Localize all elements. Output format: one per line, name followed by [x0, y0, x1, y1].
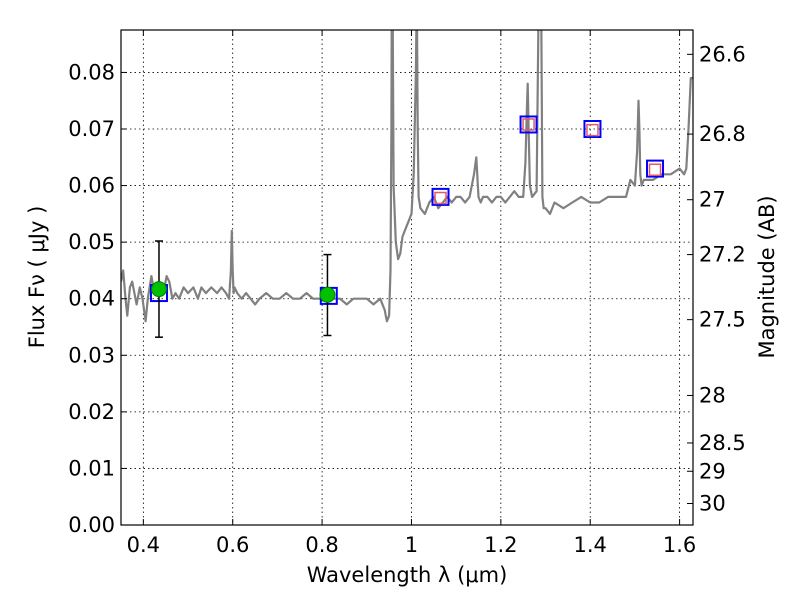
x-tick-label: 1.4	[574, 533, 607, 557]
x-tick-label: 1	[405, 533, 418, 557]
predicted-photometry-square	[434, 191, 447, 205]
y-axis-left: 0.00 0.01 0.02 0.03 0.04 0.05 0.06 0.07 0.08	[68, 60, 127, 537]
x-tick-label: 0.8	[305, 533, 338, 557]
model-photometry-square	[646, 159, 665, 178]
y-tick-label: 0.02	[68, 400, 115, 424]
x-axis: 0.4 0.6 0.8 1 1.2 1.4 1.6	[127, 30, 696, 557]
y-tick-label: 0.03	[68, 343, 115, 367]
predicted-photometry-square	[648, 163, 662, 176]
y2-tick-label: 30	[699, 492, 726, 516]
x-tick-label: 0.6	[216, 533, 249, 557]
y2-tick-label: 29	[699, 459, 726, 483]
y2-tick-label: 27.5	[699, 308, 746, 332]
y2-axis-title: Magnitude (AB)	[755, 195, 779, 358]
y2-tick-label: 27	[699, 188, 726, 212]
spectrum-line	[121, 30, 693, 323]
model-photometry-square	[431, 187, 450, 206]
y-tick-label: 0.07	[68, 117, 115, 141]
y2-tick-label: 26.6	[699, 42, 746, 66]
y2-tick-label: 28.5	[699, 431, 746, 455]
spectrum-layer	[121, 30, 693, 323]
predicted-photometry-square	[586, 123, 599, 137]
x-tick-label: 1.2	[484, 533, 517, 557]
y-axis-right: 26.6 26.8 27 27.2 27.5 28 28.5 29 30	[687, 42, 746, 516]
y-tick-label: 0.06	[68, 174, 115, 198]
y2-tick-label: 27.2	[699, 243, 746, 267]
y-tick-label: 0.01	[68, 456, 115, 480]
y-tick-label: 0.05	[68, 230, 115, 254]
y2-tick-label: 26.8	[699, 122, 746, 146]
grid	[121, 30, 693, 526]
y2-tick-label: 28	[699, 383, 726, 407]
model-photometry-square	[519, 115, 538, 134]
plot-frame	[120, 29, 694, 526]
x-tick-label: 1.6	[663, 533, 696, 557]
y-tick-label: 0.08	[68, 60, 115, 84]
x-axis-title: Wavelength λ (μm)	[307, 563, 508, 587]
y-tick-label: 0.00	[68, 513, 115, 537]
marker-layer	[149, 115, 665, 338]
predicted-photometry-square	[522, 118, 535, 131]
x-tick-label: 0.4	[127, 533, 160, 557]
y-axis-title: Flux Fν ( μJy )	[25, 206, 49, 349]
observed-photometry-point	[150, 281, 167, 298]
y-tick-label: 0.04	[68, 287, 115, 311]
observed-photometry-point	[319, 286, 336, 303]
model-photometry-square	[583, 120, 602, 138]
